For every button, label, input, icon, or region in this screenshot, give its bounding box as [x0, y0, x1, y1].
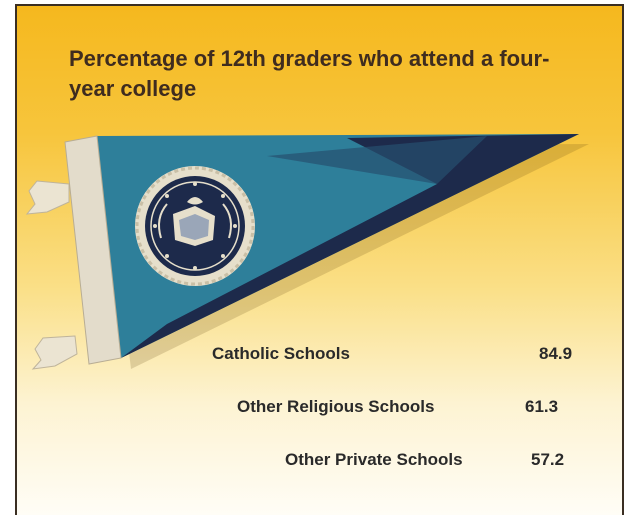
row-value: 57.2 [531, 450, 565, 469]
pennant-tassel-top [25, 180, 70, 215]
row-label: Other Religious Schools [237, 397, 435, 416]
school-seal-icon [135, 166, 255, 286]
college-pennant-icon [25, 134, 589, 370]
pennant-dark-band [121, 134, 579, 358]
pennant-hoist-band [64, 135, 122, 365]
row-value: 61.3 [525, 397, 559, 416]
row-label: Catholic Schools [212, 344, 350, 363]
row-value: 84.9 [539, 344, 573, 363]
chart-title: Percentage of 12th graders who attend a … [69, 46, 550, 101]
pennant-tassel-bottom [31, 335, 78, 370]
chart-frame: Percentage of 12th graders who attend a … [15, 4, 624, 515]
row-label: Other Private Schools [285, 450, 463, 469]
